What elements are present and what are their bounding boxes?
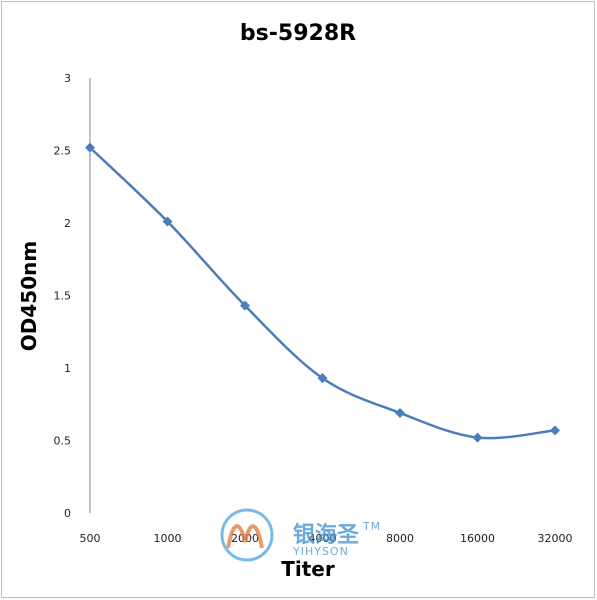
y-tick-labels: 0 0.5 1 1.5 2 2.5 3: [54, 72, 72, 520]
x-tick-label: 1000: [154, 532, 182, 545]
y-tick-label: 3: [64, 72, 71, 85]
series-line: [89, 146, 556, 440]
watermark-sub-text: YIHYSON: [292, 545, 349, 558]
data-point-marker: [317, 373, 328, 384]
y-tick-label: 0: [64, 507, 71, 520]
x-tick-label: 8000: [386, 532, 414, 545]
data-point-marker: [395, 407, 405, 418]
y-tick-label: 2: [64, 217, 71, 230]
watermark-logo-icon: [220, 508, 274, 562]
data-point-marker: [162, 216, 173, 227]
data-point-marker: [550, 425, 560, 436]
data-point-marker: [85, 142, 95, 153]
x-tick-labels: 500 1000 2000 4000 8000 16000 32000: [80, 532, 573, 545]
x-tick-label: 16000: [460, 532, 495, 545]
x-tick-label: 32000: [538, 532, 573, 545]
y-tick-label: 0.5: [54, 435, 72, 448]
y-axis-title: OD450nm: [17, 241, 41, 351]
series-markers: [85, 142, 560, 443]
brand-watermark: 银海圣 TM YIHYSON: [220, 508, 381, 562]
data-point-marker: [240, 300, 250, 311]
y-tick-label: 1.5: [54, 290, 72, 303]
watermark-brand-text: 银海圣: [293, 522, 360, 548]
y-tick-label: 1: [64, 362, 71, 375]
x-axis-title: Titer: [281, 557, 335, 581]
x-tick-label: 500: [80, 532, 101, 545]
x-tick-label: 4000: [309, 532, 337, 545]
data-point-marker: [472, 432, 483, 443]
chart-title: bs-5928R: [240, 21, 356, 46]
y-tick-label: 2.5: [54, 145, 72, 158]
watermark-trademark: TM: [362, 520, 381, 533]
watermark-logo-wave-icon: [226, 524, 264, 549]
